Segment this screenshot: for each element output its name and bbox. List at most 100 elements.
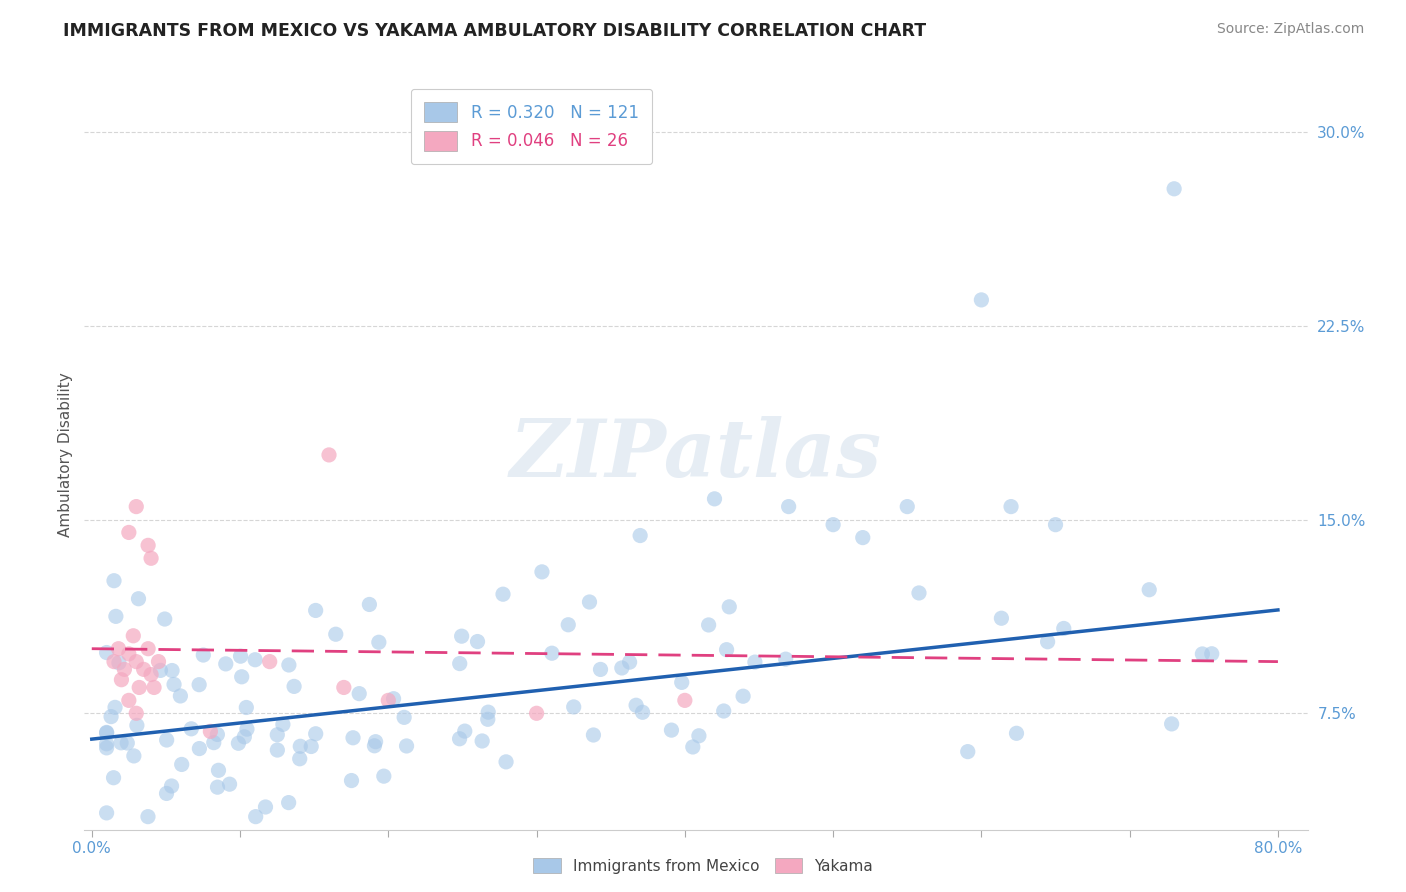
Point	[367, 635, 389, 649]
Legend: R = 0.320   N = 121, R = 0.046   N = 26: R = 0.320 N = 121, R = 0.046 N = 26	[411, 88, 652, 164]
Point	[956, 745, 979, 759]
Point	[169, 689, 191, 703]
Point	[823, 517, 845, 532]
Point	[671, 675, 693, 690]
Legend: Immigrants from Mexico, Yakama: Immigrants from Mexico, Yakama	[527, 852, 879, 880]
Point	[908, 586, 931, 600]
Point	[243, 653, 266, 667]
Point	[96, 726, 118, 740]
Point	[143, 681, 166, 695]
Text: IMMIGRANTS FROM MEXICO VS YAKAMA AMBULATORY DISABILITY CORRELATION CHART: IMMIGRANTS FROM MEXICO VS YAKAMA AMBULAT…	[63, 22, 927, 40]
Point	[852, 531, 875, 545]
Point	[1005, 726, 1028, 740]
Point	[631, 706, 654, 720]
Point	[283, 680, 305, 694]
Point	[1163, 182, 1185, 196]
Point	[259, 655, 281, 669]
Point	[148, 655, 170, 669]
Point	[229, 649, 252, 664]
Point	[557, 617, 579, 632]
Point	[363, 739, 385, 753]
Point	[149, 664, 172, 678]
Point	[108, 656, 131, 670]
Point	[96, 737, 118, 751]
Point	[1160, 717, 1182, 731]
Point	[347, 687, 370, 701]
Point	[1201, 647, 1223, 661]
Point	[180, 722, 202, 736]
Point	[128, 681, 150, 695]
Point	[970, 293, 993, 307]
Point	[231, 670, 253, 684]
Point	[541, 646, 564, 660]
Point	[202, 736, 225, 750]
Point	[170, 757, 193, 772]
Point	[290, 739, 312, 754]
Point	[207, 780, 229, 794]
Point	[1000, 500, 1022, 514]
Point	[578, 595, 600, 609]
Point	[359, 598, 381, 612]
Point	[471, 734, 494, 748]
Point	[155, 787, 177, 801]
Point	[325, 627, 347, 641]
Point	[450, 629, 472, 643]
Point	[236, 722, 259, 736]
Point	[188, 678, 211, 692]
Point	[477, 705, 499, 719]
Point	[619, 655, 641, 669]
Point	[112, 662, 135, 676]
Point	[125, 706, 148, 721]
Point	[697, 618, 720, 632]
Point	[277, 657, 299, 672]
Point	[104, 609, 127, 624]
Point	[110, 673, 132, 687]
Point	[193, 648, 215, 662]
Point	[392, 710, 415, 724]
Point	[342, 731, 364, 745]
Point	[733, 690, 755, 704]
Point	[288, 752, 311, 766]
Point	[661, 723, 683, 738]
Point	[235, 700, 257, 714]
Point	[125, 655, 148, 669]
Point	[449, 657, 471, 671]
Point	[318, 448, 340, 462]
Point	[744, 655, 766, 669]
Point	[333, 681, 356, 695]
Point	[207, 764, 229, 778]
Point	[382, 691, 405, 706]
Point	[132, 662, 155, 676]
Point	[718, 599, 741, 614]
Point	[156, 733, 179, 747]
Point	[136, 641, 159, 656]
Point	[364, 734, 387, 748]
Point	[340, 773, 363, 788]
Point	[271, 717, 294, 731]
Point	[96, 740, 118, 755]
Point	[160, 779, 183, 793]
Point	[778, 500, 800, 514]
Text: Source: ZipAtlas.com: Source: ZipAtlas.com	[1216, 22, 1364, 37]
Point	[103, 655, 125, 669]
Point	[1036, 634, 1059, 648]
Point	[713, 704, 735, 718]
Point	[266, 743, 288, 757]
Point	[245, 810, 267, 824]
Point	[160, 664, 183, 678]
Point	[305, 727, 328, 741]
Point	[96, 646, 118, 660]
Point	[139, 667, 162, 681]
Point	[136, 810, 159, 824]
Point	[96, 725, 118, 739]
Point	[118, 647, 141, 661]
Point	[163, 677, 186, 691]
Point	[218, 777, 240, 791]
Point	[896, 500, 918, 514]
Point	[589, 662, 612, 676]
Point	[110, 736, 132, 750]
Point	[775, 652, 797, 666]
Point	[200, 724, 222, 739]
Point	[299, 739, 322, 754]
Point	[682, 739, 704, 754]
